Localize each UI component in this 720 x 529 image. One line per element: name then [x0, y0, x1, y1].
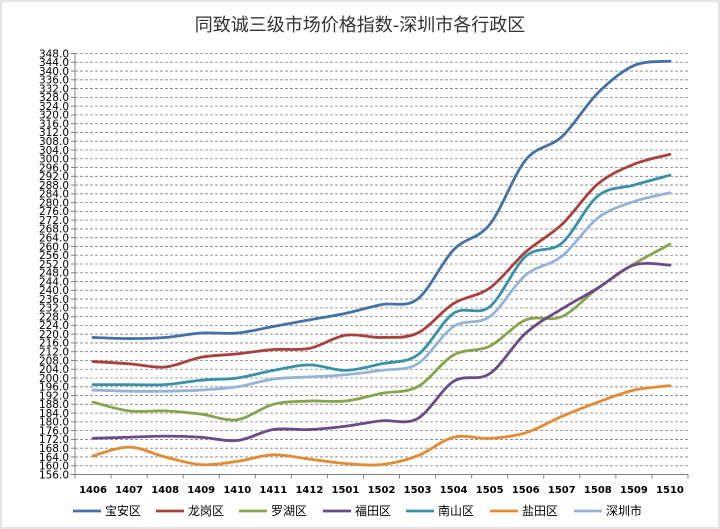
- x-tick-label: 1408: [151, 485, 179, 496]
- x-tick-label: 1502: [368, 485, 396, 496]
- series-line-4: [91, 262, 672, 443]
- x-tick-label: 1412: [295, 485, 323, 496]
- axes: 156.0160.0164.0168.0172.0176.0180.0184.0…: [39, 48, 689, 496]
- series-line-1: [91, 59, 672, 340]
- y-tick-label: 236.0: [39, 294, 69, 306]
- y-tick-label: 320.0: [39, 110, 69, 122]
- y-tick-label: 324.0: [39, 101, 69, 113]
- y-tick-label: 272.0: [39, 215, 69, 227]
- x-tick-label: 1508: [584, 485, 612, 496]
- y-tick-label: 312.0: [39, 127, 69, 139]
- y-tick-label: 232.0: [39, 303, 69, 315]
- series-lines: [91, 59, 672, 467]
- y-tick-label: 240.0: [39, 285, 69, 297]
- gridlines: [75, 53, 688, 467]
- y-tick-label: 256.0: [39, 250, 69, 262]
- y-tick-label: 344.0: [39, 57, 69, 69]
- y-tick-label: 192.0: [39, 390, 69, 402]
- x-tick-label: 1505: [476, 485, 504, 496]
- legend-label: 宝安区: [105, 503, 141, 518]
- y-tick-label: 252.0: [39, 259, 69, 271]
- y-tick-label: 172.0: [39, 434, 69, 446]
- y-tick-label: 196.0: [39, 382, 69, 394]
- legend-label: 盐田区: [522, 504, 558, 518]
- series-line-6: [91, 384, 672, 467]
- y-tick-label: 328.0: [39, 92, 69, 104]
- y-tick-label: 348.0: [39, 48, 69, 60]
- x-tick-label: 1406: [79, 485, 107, 496]
- series-line-3: [91, 242, 672, 422]
- y-tick-label: 340.0: [39, 66, 69, 78]
- legend-label: 南山区: [438, 503, 474, 518]
- y-tick-label: 204.0: [39, 364, 69, 376]
- y-tick-label: 260.0: [39, 241, 69, 253]
- legend-label: 龙岗区: [188, 504, 224, 518]
- y-tick-label: 288.0: [39, 180, 69, 192]
- x-tick-label: 1503: [404, 485, 432, 496]
- series-line-7: [91, 191, 672, 393]
- y-tick-label: 300.0: [39, 154, 69, 166]
- legend-label: 罗湖区: [271, 503, 307, 518]
- y-tick-label: 308.0: [39, 136, 69, 148]
- x-tick-label: 1510: [656, 485, 684, 496]
- legend: 宝安区 龙岗区 罗湖区 福田区 南山区 盐田区 深圳市: [73, 503, 642, 518]
- y-tick-label: 280.0: [39, 197, 69, 209]
- x-tick-label: 1407: [115, 485, 143, 496]
- y-tick-label: 336.0: [39, 75, 69, 87]
- y-tick-label: 332.0: [39, 83, 69, 95]
- x-tick-label: 1410: [223, 485, 251, 496]
- y-tick-label: 316.0: [39, 118, 69, 130]
- legend-label: 深圳市: [606, 503, 642, 518]
- y-tick-label: 244.0: [39, 276, 69, 288]
- y-tick-label: 268.0: [39, 224, 69, 236]
- y-tick-label: 208.0: [39, 355, 69, 367]
- y-tick-label: 188.0: [39, 399, 69, 411]
- y-tick-label: 276.0: [39, 206, 69, 218]
- y-tick-label: 168.0: [39, 443, 69, 455]
- y-tick-label: 176.0: [39, 425, 69, 437]
- y-tick-label: 284.0: [39, 189, 69, 201]
- y-tick-label: 200.0: [39, 373, 69, 385]
- y-tick-label: 248.0: [39, 268, 69, 280]
- y-tick-label: 180.0: [39, 417, 69, 429]
- chart-title: 同致诚三级市场价格指数-深圳市各行政区: [195, 15, 526, 36]
- y-tick-label: 212.0: [39, 347, 69, 359]
- y-tick-label: 156.0: [39, 469, 69, 481]
- y-tick-label: 216.0: [39, 338, 69, 350]
- x-tick-label: 1409: [187, 485, 215, 496]
- y-tick-label: 164.0: [39, 452, 69, 464]
- series-line-5: [91, 173, 672, 387]
- y-tick-label: 296.0: [39, 162, 69, 174]
- y-tick-label: 184.0: [39, 408, 69, 420]
- x-tick-label: 1501: [332, 485, 360, 496]
- y-tick-label: 220.0: [39, 329, 69, 341]
- y-tick-label: 224.0: [39, 320, 69, 332]
- y-tick-label: 264.0: [39, 232, 69, 244]
- x-tick-label: 1507: [548, 485, 576, 496]
- series-line-2: [91, 152, 672, 369]
- x-tick-label: 1506: [512, 485, 540, 496]
- y-tick-label: 160.0: [39, 461, 69, 473]
- y-tick-label: 304.0: [39, 145, 69, 157]
- legend-label: 福田区: [355, 503, 391, 518]
- y-tick-label: 292.0: [39, 171, 69, 183]
- x-tick-label: 1509: [620, 485, 648, 496]
- y-tick-label: 228.0: [39, 311, 69, 323]
- x-tick-label: 1504: [440, 485, 468, 496]
- x-tick-label: 1411: [259, 485, 287, 496]
